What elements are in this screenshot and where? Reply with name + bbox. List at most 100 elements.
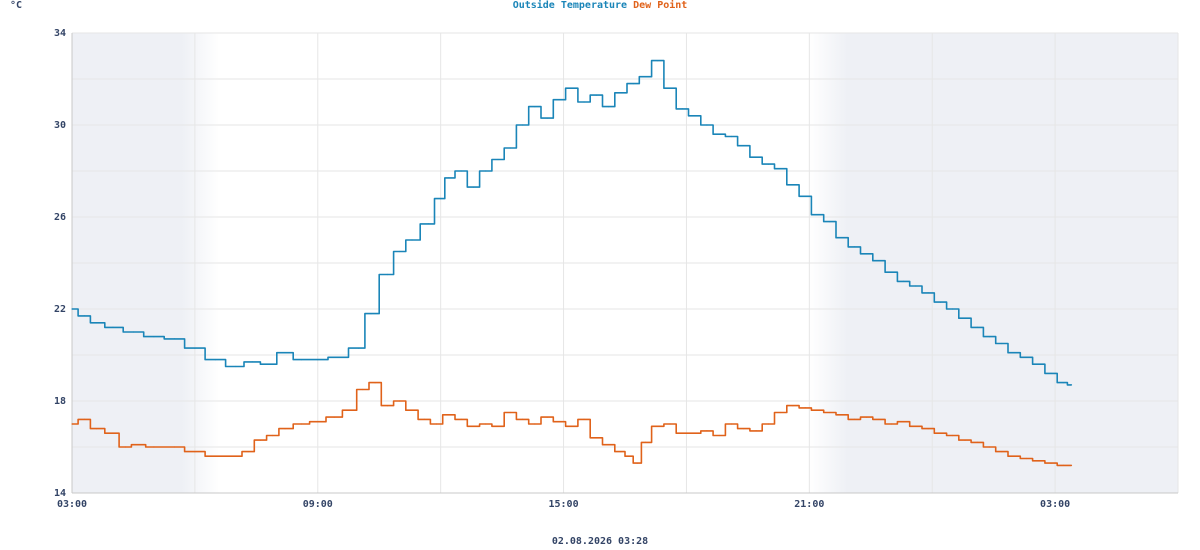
data-point [333,416,335,418]
data-point [521,418,524,420]
data-point [1025,356,1028,358]
data-point [767,423,769,425]
data-point [681,108,683,110]
data-point [816,409,819,411]
x-tick-label: 21:00 [794,499,824,510]
data-point [1038,363,1040,365]
data-point [124,446,126,448]
unit-label: °C [10,0,23,11]
data-point [214,455,216,457]
axes [71,33,1178,494]
data-point [853,246,855,248]
data-point [755,430,757,432]
data-point [1062,464,1064,466]
data-point [95,322,98,324]
data-point [235,365,237,368]
data-point [521,124,524,126]
data-point [767,163,769,165]
data-point [546,416,548,418]
gridlines [71,32,1179,494]
data-point [509,147,511,149]
data-point [878,418,880,420]
data-point [620,451,622,453]
data-point [427,223,429,225]
data-point [902,421,905,423]
data-point [755,156,757,158]
y-tick-label: 34 [54,28,66,39]
data-point [595,94,597,96]
data-point [952,308,954,310]
data-point [71,423,73,425]
data-point [988,336,991,338]
data-point [173,338,176,340]
data-point [485,423,487,425]
data-point [915,425,917,427]
data-point [460,418,462,420]
x-tick-label: 03:00 [1040,499,1070,510]
data-point [1062,382,1064,384]
data-point [1070,384,1073,386]
data-point [644,441,647,443]
legend-outside-temperature: Outside Temperature [512,0,628,11]
data-point [628,455,630,457]
data-point [890,423,892,425]
data-point [657,60,659,62]
data-point [866,253,868,255]
data-point [173,446,176,448]
data-point [284,352,286,354]
data-point [386,405,389,407]
data-point [440,198,442,200]
data-point [964,317,966,319]
data-point [694,115,696,117]
data-point [259,439,262,441]
data-point [829,411,831,414]
data-point [964,439,966,441]
y-tick-label: 18 [54,396,66,407]
data-point [337,356,339,358]
x-tick-label: 09:00 [303,499,333,510]
data-point [112,432,114,434]
data-point [608,106,610,108]
data-point [816,214,819,216]
data-point [472,186,475,188]
data-point [1013,352,1015,354]
data-point [399,400,401,402]
data-point [1070,464,1073,466]
data-point [976,326,978,328]
data-point [1050,462,1052,464]
data-point [730,135,733,138]
data-point [370,313,372,315]
data-point [132,331,135,333]
data-point [485,170,487,172]
data-point [792,184,794,186]
data-point [558,421,561,423]
data-point [247,451,249,453]
data-point [669,423,671,425]
data-point [780,411,782,414]
data-point [460,170,462,172]
data-point [976,441,978,443]
data-point [349,409,352,411]
data-point [194,451,196,453]
data-point [804,195,806,197]
data-point [706,124,708,126]
data-point [841,414,843,416]
y-tick-label: 22 [54,304,66,315]
data-point [497,158,499,161]
data-point [902,280,905,282]
data-point [272,434,274,437]
data-point [890,271,892,273]
data-point [681,432,683,434]
data-point [546,117,548,119]
data-point [669,87,671,89]
data-point [988,446,991,448]
data-point [718,434,720,437]
data-point [534,423,536,425]
data-point [534,106,536,108]
series-lines [71,59,1073,467]
data-point [583,418,585,420]
data-point [411,409,413,411]
data-point [657,425,659,427]
y-tick-label: 30 [54,120,66,131]
